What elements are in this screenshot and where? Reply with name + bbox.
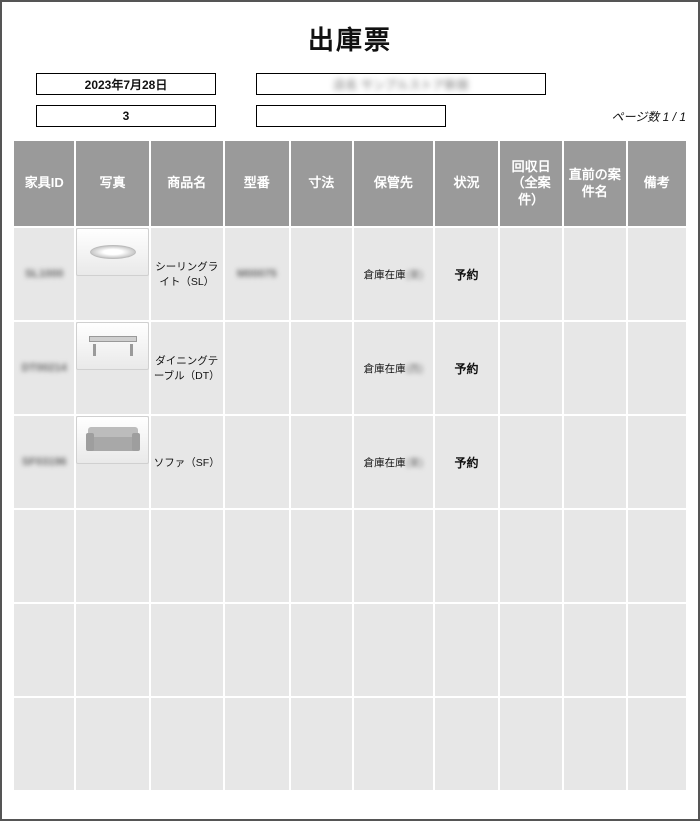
cell-name: シーリングライト（SL） xyxy=(150,227,224,321)
page-label: ページ数 xyxy=(612,110,660,124)
cell-empty xyxy=(434,603,500,697)
cell-empty xyxy=(563,509,627,603)
meta-row-2: 3 ページ数 1 / 1 xyxy=(14,105,686,127)
cell-empty xyxy=(434,697,500,791)
th-note: 備考 xyxy=(627,141,686,227)
cell-empty xyxy=(224,603,290,697)
cell-empty xyxy=(499,509,563,603)
cell-ret xyxy=(499,415,563,509)
cell-empty xyxy=(290,603,354,697)
page-total: 1 xyxy=(679,110,686,124)
cell-empty xyxy=(627,509,686,603)
cell-dim xyxy=(290,321,354,415)
cell-photo xyxy=(75,227,149,321)
cell-empty xyxy=(353,509,434,603)
cell-dim xyxy=(290,227,354,321)
th-stat: 状況 xyxy=(434,141,500,227)
th-id: 家具ID xyxy=(14,141,75,227)
cell-empty xyxy=(499,603,563,697)
th-model: 型番 xyxy=(224,141,290,227)
cell-store: 倉庫在庫(東) xyxy=(353,415,434,509)
cell-id: SL1000 xyxy=(14,227,75,321)
name-box: 店名 サンプルストア新宿 xyxy=(256,73,546,95)
cell-empty xyxy=(627,603,686,697)
table-row-empty xyxy=(14,603,686,697)
cell-status: 予約 xyxy=(434,321,500,415)
th-photo: 写真 xyxy=(75,141,149,227)
cell-empty xyxy=(627,697,686,791)
table-row: DT00214 ダイニングテーブル（DT） 倉庫在庫(西)予約 xyxy=(14,321,686,415)
cell-empty xyxy=(14,697,75,791)
count-box: 3 xyxy=(36,105,216,127)
th-ret: 回収日（全案件） xyxy=(499,141,563,227)
cell-prev xyxy=(563,415,627,509)
cell-empty xyxy=(434,509,500,603)
name-redacted: 店名 サンプルストア新宿 xyxy=(334,76,469,93)
cell-empty xyxy=(150,603,224,697)
cell-empty xyxy=(150,697,224,791)
cell-prev xyxy=(563,321,627,415)
cell-status: 予約 xyxy=(434,227,500,321)
table-row-empty xyxy=(14,697,686,791)
cell-empty xyxy=(224,509,290,603)
cell-empty xyxy=(290,697,354,791)
cell-note xyxy=(627,227,686,321)
cell-ret xyxy=(499,321,563,415)
cell-name: ダイニングテーブル（DT） xyxy=(150,321,224,415)
cell-empty xyxy=(224,697,290,791)
cell-empty xyxy=(499,697,563,791)
cell-empty xyxy=(14,603,75,697)
table-row-empty xyxy=(14,509,686,603)
cell-prev xyxy=(563,227,627,321)
cell-empty xyxy=(563,603,627,697)
cell-ret xyxy=(499,227,563,321)
table-row: SF03196 ソファ（SF） 倉庫在庫(東)予約 xyxy=(14,415,686,509)
cell-empty xyxy=(563,697,627,791)
page-info: ページ数 1 / 1 xyxy=(612,108,687,125)
cell-empty xyxy=(353,603,434,697)
th-name: 商品名 xyxy=(150,141,224,227)
date-box: 2023年7月28日 xyxy=(36,73,216,95)
cell-empty xyxy=(290,509,354,603)
document-title: 出庫票 xyxy=(14,20,686,57)
cell-photo xyxy=(75,415,149,509)
cell-store: 倉庫在庫(西) xyxy=(353,321,434,415)
cell-empty xyxy=(14,509,75,603)
table-body: SL1000シーリングライト（SL）M00075倉庫在庫(東)予約DT00214… xyxy=(14,227,686,791)
cell-empty xyxy=(75,603,149,697)
cell-status: 予約 xyxy=(434,415,500,509)
cell-empty xyxy=(75,509,149,603)
table-row: SL1000 シーリングライト（SL）M00075 倉庫在庫(東)予約 xyxy=(14,227,686,321)
cell-photo xyxy=(75,321,149,415)
th-prev: 直前の案件名 xyxy=(563,141,627,227)
cell-empty xyxy=(150,509,224,603)
cell-note xyxy=(627,415,686,509)
cell-id: DT00214 xyxy=(14,321,75,415)
cell-model: M00075 xyxy=(224,227,290,321)
shipping-table: 家具ID 写真 商品名 型番 寸法 保管先 状況 回収日（全案件） 直前の案件名… xyxy=(14,141,686,792)
cell-empty xyxy=(353,697,434,791)
table-header-row: 家具ID 写真 商品名 型番 寸法 保管先 状況 回収日（全案件） 直前の案件名… xyxy=(14,141,686,227)
cell-name: ソファ（SF） xyxy=(150,415,224,509)
cell-note xyxy=(627,321,686,415)
cell-empty xyxy=(75,697,149,791)
cell-id: SF03196 xyxy=(14,415,75,509)
blank-box xyxy=(256,105,446,127)
meta-row-1: 2023年7月28日 店名 サンプルストア新宿 xyxy=(14,73,686,95)
cell-model xyxy=(224,321,290,415)
th-dim: 寸法 xyxy=(290,141,354,227)
th-store: 保管先 xyxy=(353,141,434,227)
cell-store: 倉庫在庫(東) xyxy=(353,227,434,321)
cell-dim xyxy=(290,415,354,509)
cell-model xyxy=(224,415,290,509)
page-sep: / xyxy=(669,110,679,124)
